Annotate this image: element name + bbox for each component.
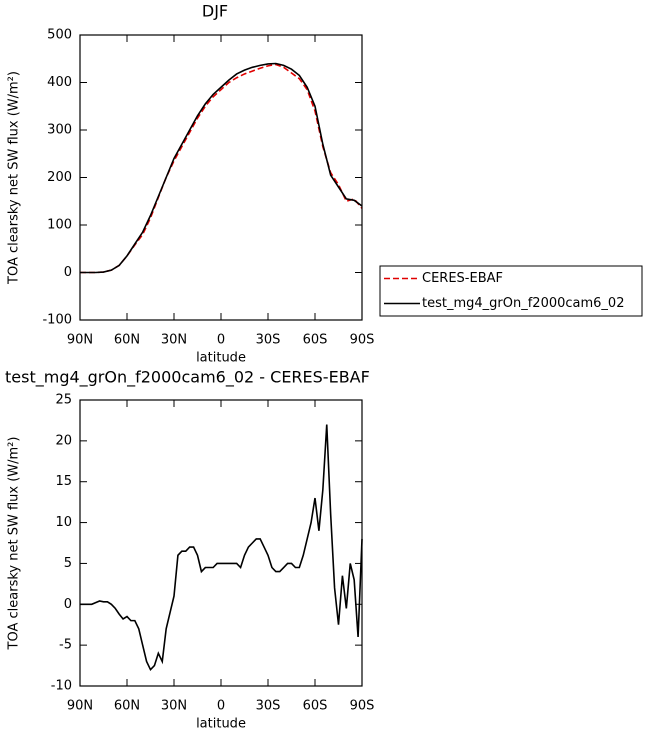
y-tick-label: 25 — [55, 393, 72, 408]
x-tick-label: 30N — [161, 333, 187, 348]
x-tick-label: 60S — [303, 333, 328, 348]
y-tick-label: 0 — [64, 265, 72, 280]
y-tick-label: -5 — [59, 638, 72, 653]
y-tick-label: 500 — [47, 28, 72, 43]
plot-frame — [79, 399, 363, 687]
y-tick-label: 100 — [47, 218, 72, 233]
y-tick-label: 20 — [55, 433, 72, 448]
y-tick-label: -100 — [42, 313, 72, 328]
legend-label: CERES-EBAF — [422, 271, 503, 286]
x-tick-label: 90N — [67, 333, 93, 348]
y-tick-label: 400 — [47, 75, 72, 90]
y-tick-label: 10 — [55, 515, 72, 530]
data-line — [80, 62, 363, 274]
x-tick-label: 90S — [350, 699, 375, 714]
data-line — [80, 424, 363, 672]
y-tick-label: 200 — [47, 170, 72, 185]
plot-frame — [79, 34, 363, 321]
x-tick-label: 60N — [114, 333, 140, 348]
x-tick-label: 30N — [161, 699, 187, 714]
x-tick-label: 30S — [256, 333, 281, 348]
data-line — [80, 63, 363, 274]
x-tick-label: 30S — [256, 699, 281, 714]
x-tick-label: 90N — [67, 699, 93, 714]
y-tick-label: 15 — [55, 474, 72, 489]
x-tick-label: 60N — [114, 699, 140, 714]
chart-title: DJF — [202, 2, 228, 21]
y-tick-label: 300 — [47, 123, 72, 138]
x-tick-label: 90S — [350, 333, 375, 348]
y-axis-label: TOA clearsky net SW flux (W/m²) — [7, 71, 22, 285]
y-tick-label: 5 — [64, 556, 72, 571]
x-tick-label: 0 — [217, 333, 225, 348]
legend-box — [379, 265, 643, 317]
x-axis-label: latitude — [196, 351, 246, 366]
x-tick-label: 60S — [303, 699, 328, 714]
chart-title: test_mg4_grOn_f2000cam6_02 - CERES-EBAF — [5, 368, 370, 388]
y-tick-label: 0 — [64, 597, 72, 612]
legend-label: test_mg4_grOn_f2000cam6_02 — [422, 296, 624, 311]
y-tick-label: -10 — [51, 679, 72, 694]
x-tick-label: 0 — [217, 699, 225, 714]
x-axis-label: latitude — [196, 717, 246, 732]
y-axis-label: TOA clearsky net SW flux (W/m²) — [7, 437, 22, 651]
